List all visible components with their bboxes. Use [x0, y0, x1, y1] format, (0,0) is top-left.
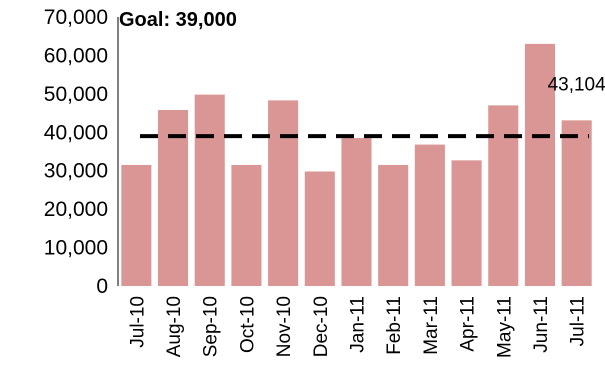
y-tick-label: 60,000 — [44, 44, 108, 67]
x-tick-label: Apr-11 — [458, 296, 479, 352]
x-axis-tick-labels: Jul-10 Aug-10 Sep-10 Oct-10 Nov-10 Dec-10 Jan-… — [127, 296, 588, 358]
x-tick-label: Aug-10 — [164, 296, 185, 357]
bar-dec-10 — [304, 171, 335, 286]
y-tick-label: 0 — [96, 275, 108, 298]
bar-aug-10 — [157, 109, 189, 286]
bar-jun-11 — [524, 43, 556, 287]
x-tick-label: Jun-11 — [531, 296, 552, 353]
data-label: 43,104 — [548, 74, 605, 95]
y-tick-label: 40,000 — [44, 121, 108, 144]
x-tick-label: Jan-11 — [348, 296, 369, 353]
bar-jul-11 — [561, 120, 592, 286]
bar-nov-10 — [268, 100, 299, 286]
x-tick-label: Jul-11 — [568, 296, 589, 346]
y-tick-label: 10,000 — [44, 237, 108, 260]
y-axis-tick-labels: 0 10,000 20,000 30,000 40,000 50,000 60,000 70,… — [44, 6, 108, 298]
bar-jan-11 — [341, 138, 372, 286]
y-tick-label: 30,000 — [44, 160, 108, 183]
x-tick-label: Sep-10 — [201, 296, 222, 357]
bar-sep-10 — [194, 94, 225, 286]
x-tick-label: Jul-10 — [127, 296, 148, 348]
x-tick-label: Mar-11 — [421, 296, 442, 355]
x-tick-label: Nov-10 — [274, 296, 295, 357]
x-tick-label: Feb-11 — [384, 296, 405, 355]
bar-oct-10 — [231, 164, 262, 286]
bar-mar-11 — [414, 144, 445, 286]
bar-apr-11 — [451, 160, 482, 286]
bar-feb-11 — [378, 164, 409, 286]
bar-may-11 — [488, 105, 519, 286]
y-tick-label: 70,000 — [44, 6, 108, 29]
x-tick-label: May-11 — [494, 296, 515, 358]
y-tick-label: 50,000 — [44, 83, 108, 106]
bar-series — [121, 43, 592, 287]
x-tick-label: Dec-10 — [311, 296, 332, 357]
bar-jul-10 — [121, 164, 152, 286]
x-tick-label: Oct-10 — [237, 296, 258, 353]
goal-label: Goal: 39,000 — [119, 9, 237, 31]
y-tick-label: 20,000 — [44, 198, 108, 221]
